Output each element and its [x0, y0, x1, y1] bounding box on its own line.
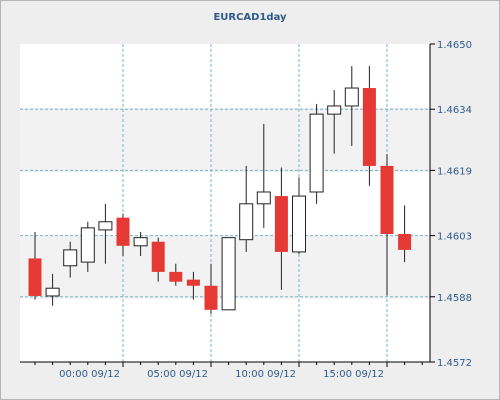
- bullish-candle: [239, 165, 254, 252]
- candle-body: [292, 195, 306, 253]
- bearish-candle: [116, 213, 130, 256]
- bearish-candle: [169, 263, 183, 286]
- bullish-candle: [45, 273, 60, 306]
- candle-body: [327, 105, 342, 115]
- bearish-candle: [28, 231, 42, 300]
- bearish-candle: [362, 66, 376, 186]
- candle-body: [80, 227, 95, 263]
- bullish-candle: [309, 103, 324, 204]
- bearish-candle: [380, 154, 394, 296]
- x-tick-label: 05:00 09/12: [147, 369, 208, 380]
- bullish-candle: [327, 90, 342, 154]
- axes: 1.4572 1.4588 1.4603 1.4619 1.4634 1.4650 00:0…: [20, 40, 472, 380]
- bullish-candle: [292, 177, 306, 254]
- x-tick-label: 15:00 09/12: [323, 369, 384, 380]
- candle-body: [362, 88, 376, 166]
- candles: [28, 66, 412, 314]
- candle-body: [169, 271, 183, 282]
- bullish-candle: [63, 241, 78, 278]
- bullish-candle: [80, 221, 95, 272]
- candle-body: [151, 241, 165, 272]
- y-tick-label: 1.4603: [437, 232, 472, 243]
- candle-body: [63, 249, 78, 267]
- y-tick-label: 1.4588: [437, 293, 472, 304]
- candle-body: [344, 87, 359, 107]
- bearish-candle: [274, 167, 288, 290]
- bullish-candle: [133, 231, 148, 256]
- candle-body: [133, 237, 148, 247]
- chart-title: EURCAD1day: [213, 12, 287, 23]
- candle-body: [239, 203, 254, 241]
- candle-body: [309, 113, 324, 193]
- bearish-candle: [151, 237, 165, 282]
- candle-body: [398, 233, 412, 250]
- candle-body: [186, 279, 200, 286]
- y-tick-label: 1.4650: [437, 40, 472, 51]
- candle-body: [274, 196, 288, 252]
- bearish-candle: [186, 271, 200, 300]
- bullish-candle: [256, 123, 271, 228]
- y-tick-label: 1.4634: [437, 105, 472, 116]
- candle-body: [45, 287, 60, 297]
- candle-body: [380, 165, 394, 234]
- candle-body: [28, 258, 42, 296]
- bullish-candle: [221, 237, 236, 311]
- y-tick-label: 1.4619: [437, 166, 472, 177]
- bullish-candle: [344, 66, 359, 146]
- candle-body: [98, 221, 113, 231]
- y-tick-label: 1.4572: [437, 358, 472, 369]
- x-tick-label: 10:00 09/12: [235, 369, 296, 380]
- candle-body: [204, 285, 218, 310]
- plot-band: [20, 108, 430, 172]
- x-tick-label: 00:00 09/12: [59, 369, 120, 380]
- candle-body: [256, 191, 271, 205]
- bearish-candle: [398, 205, 412, 263]
- bullish-candle: [98, 203, 113, 264]
- candle-body: [116, 217, 130, 246]
- candle-body: [221, 237, 236, 311]
- bearish-candle: [204, 263, 218, 314]
